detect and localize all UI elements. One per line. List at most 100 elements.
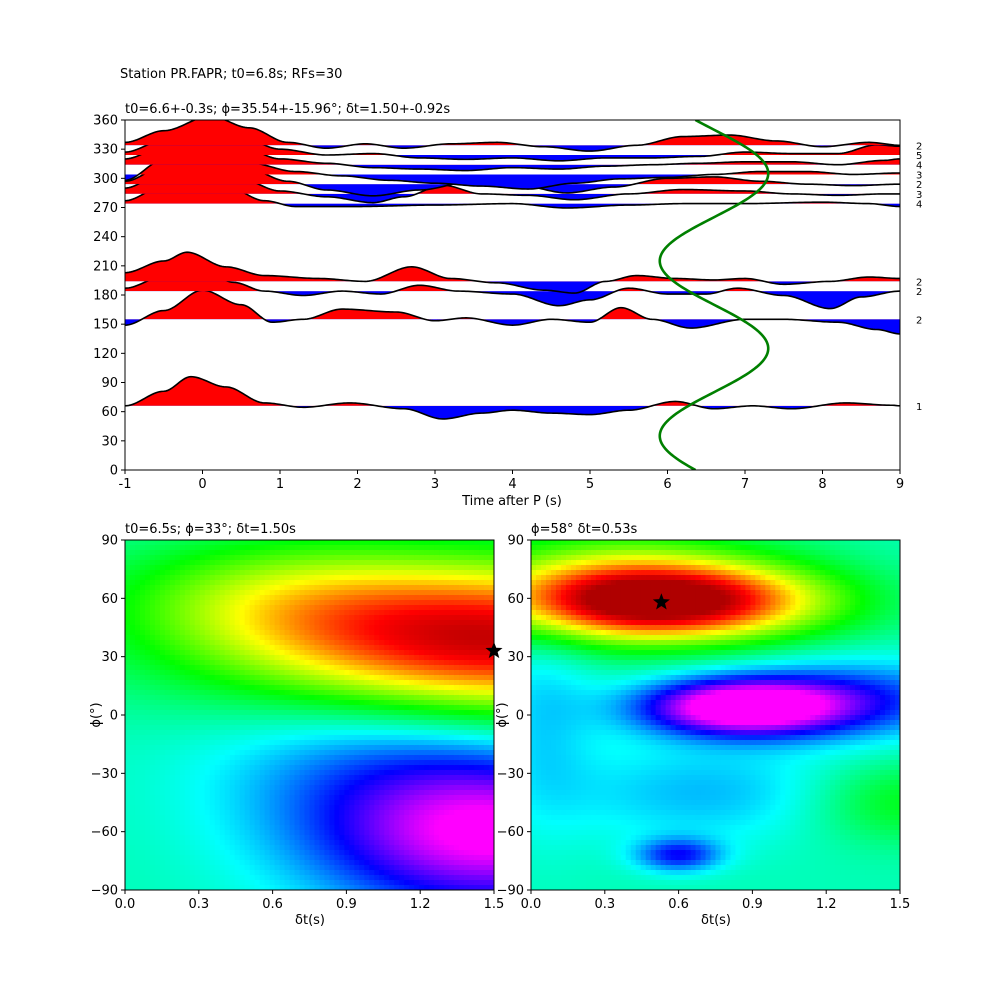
heatmap-cell: [339, 540, 346, 546]
heatmap-cell: [229, 735, 236, 741]
heatmap-cell: [379, 635, 385, 641]
heatmap-cell: [199, 850, 206, 856]
heatmap-cell: [184, 840, 191, 846]
heatmap-cell: [294, 750, 301, 756]
heatmap-cell: [154, 845, 161, 851]
heatmap-cell: [134, 795, 141, 801]
heatmap-cell: [384, 705, 390, 711]
heatmap-cell: [379, 565, 385, 571]
heatmap-cell: [184, 765, 191, 771]
heatmap-cell: [454, 865, 460, 871]
heatmap-cell: [389, 710, 395, 716]
heatmap-cell: [259, 870, 266, 876]
heatmap-cell: [284, 820, 291, 826]
heatmap-cell: [384, 550, 390, 556]
heatmap-cell: [159, 830, 166, 836]
heatmap-cell: [364, 815, 370, 821]
heatmap-cell: [424, 865, 430, 871]
heatmap-cell: [214, 665, 221, 671]
heatmap-cell: [339, 755, 346, 761]
heatmap-cell: [299, 605, 306, 611]
heatmap-cell: [369, 775, 375, 781]
heatmap-cell: [294, 615, 301, 621]
heatmap-cell: [214, 545, 221, 551]
heatmap-cell: [204, 710, 211, 716]
heatmap-cell: [379, 840, 385, 846]
heatmap-cell: [259, 590, 266, 596]
heatmap-cell: [379, 640, 385, 646]
heatmap-cell: [224, 810, 231, 816]
heatmap-cell: [339, 775, 346, 781]
heatmap-cell: [269, 750, 276, 756]
heatmap-cell: [274, 795, 281, 801]
heatmap-cell: [424, 815, 430, 821]
heatmap-cell: [294, 730, 301, 736]
heatmap-cell: [254, 775, 261, 781]
heatmap-cell: [264, 870, 271, 876]
heatmap-cell: [304, 855, 311, 861]
heatmap-cell: [179, 765, 186, 771]
heatmap-cell: [219, 820, 226, 826]
heatmap-cell: [249, 590, 256, 596]
heatmap-cell: [125, 795, 131, 801]
heatmap-cell: [414, 630, 420, 636]
heatmap-cell: [394, 600, 400, 606]
heatmap-cell: [304, 605, 311, 611]
heatmap-cell: [399, 760, 405, 766]
heatmap-cell: [439, 805, 445, 811]
heatmap-cell: [179, 865, 186, 871]
heatmap-cell: [309, 880, 316, 886]
heatmap-cell: [254, 635, 261, 641]
heatmap-cell: [389, 635, 395, 641]
heatmap-cell: [219, 655, 226, 661]
trace-count-label: 3: [916, 170, 922, 181]
heatmap-cell: [354, 605, 360, 611]
heatmap-cell: [454, 765, 460, 771]
heatmap-cell: [164, 715, 171, 721]
heatmap-cell: [454, 545, 460, 551]
heatmap-cell: [219, 880, 226, 886]
heatmap-cell: [339, 665, 346, 671]
heatmap-cell: [369, 695, 375, 701]
heatmap-cell: [319, 885, 326, 890]
heatmap-cell: [199, 545, 206, 551]
heatmap-cell: [284, 540, 291, 546]
heatmap-cell: [184, 680, 191, 686]
trace-area: [125, 120, 900, 470]
heatmap-cell: [249, 655, 256, 661]
heatmap-cell: [144, 655, 151, 661]
heatmap-cell: [344, 670, 350, 676]
heatmap-cell: [249, 560, 256, 566]
heatmap-cell: [229, 560, 236, 566]
heatmap-cell: [359, 605, 365, 611]
heatmap-cell: [379, 795, 385, 801]
heatmap-cell: [439, 885, 445, 890]
heatmap-cell: [224, 605, 231, 611]
heatmap-cell: [184, 755, 191, 761]
heatmap-cell: [234, 810, 241, 816]
heatmap-cell: [364, 775, 370, 781]
heatmap-cell: [379, 675, 385, 681]
heatmap-cell: [254, 760, 261, 766]
heatmap-cell: [324, 855, 331, 861]
heatmap-cell: [464, 815, 470, 821]
heatmap-cell: [219, 720, 226, 726]
heatmap-cell: [159, 675, 166, 681]
heatmap-cell: [369, 860, 375, 866]
heatmap-cell: [344, 720, 350, 726]
heatmap-cell: [129, 775, 136, 781]
heatmap-cell: [309, 735, 316, 741]
heatmap-cell: [349, 760, 355, 766]
heatmap-cell: [294, 585, 301, 591]
heatmap-cell: [379, 590, 385, 596]
heatmap-cell: [324, 725, 331, 731]
heatmap-cell: [449, 800, 455, 806]
heatmap-cell: [219, 650, 226, 656]
heatmap-cell: [334, 685, 341, 691]
top-y-tick-label: 330: [93, 143, 118, 158]
heatmap-cell: [214, 875, 221, 881]
heatmap-cell: [359, 790, 365, 796]
heatmap-cell: [384, 800, 390, 806]
heatmap-cell: [389, 560, 395, 566]
heatmap-cell: [194, 660, 201, 666]
